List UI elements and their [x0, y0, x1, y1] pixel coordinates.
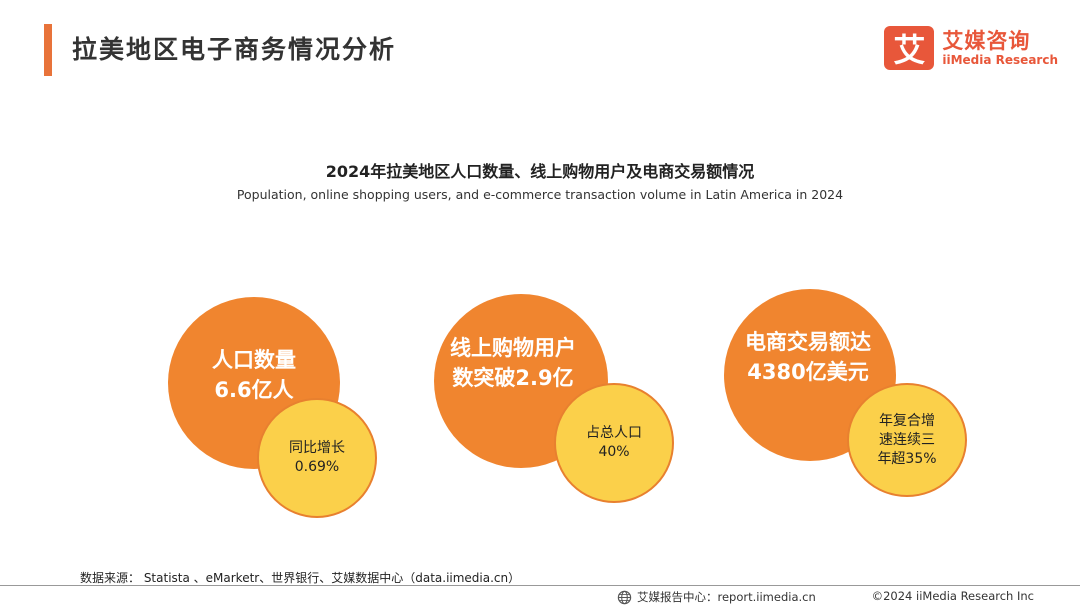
- report-center-link[interactable]: 艾媒报告中心：report.iimedia.cn: [637, 590, 816, 604]
- online-shoppers-label: 线上购物用户: [450, 336, 576, 360]
- population-bubble: 人口数量 6.6亿人: [168, 297, 340, 469]
- shopper-share-label: 占总人口: [586, 425, 642, 441]
- title-accent-bar: [44, 24, 52, 76]
- chart-subtitle: Population, online shopping users, and e…: [236, 187, 844, 202]
- page-title: 拉美地区电子商务情况分析: [72, 35, 397, 64]
- report-center: 艾媒报告中心：report.iimedia.cn: [617, 589, 816, 605]
- iimedia-logo: 艾 艾媒咨询 iiMedia Research: [884, 26, 1058, 70]
- chart-title: 2024年拉美地区人口数量、线上购物用户及电商交易额情况: [325, 162, 755, 181]
- cagr-bubble: 年复合增 速连续三 年超35%: [847, 383, 967, 497]
- globe-icon: [617, 590, 632, 604]
- logo-chinese-name: 艾媒咨询: [942, 28, 1031, 53]
- ecommerce-volume-bubble: 电商交易额达 4380亿美元: [724, 289, 896, 461]
- shopper-share-bubble: 占总人口 40%: [554, 383, 674, 503]
- data-source: 数据来源： Statista 、eMarketr、世界银行、艾媒数据中心（dat…: [80, 571, 521, 585]
- population-growth-value: 0.69%: [294, 459, 340, 475]
- ecommerce-volume-label: 电商交易额达: [745, 330, 871, 354]
- population-growth-label: 同比增长: [289, 440, 345, 456]
- logo-mark: 艾: [884, 26, 935, 70]
- online-shoppers-value: 数突破2.9亿: [452, 366, 574, 390]
- population-label: 人口数量: [212, 348, 296, 372]
- cagr-line-3: 年超35%: [877, 450, 937, 467]
- logo-english-name: iiMedia Research: [942, 52, 1058, 67]
- cagr-line-1: 年复合增: [879, 412, 935, 429]
- population-growth-bubble: 同比增长 0.69%: [257, 398, 377, 518]
- ecommerce-volume-value: 4380亿美元: [747, 360, 869, 384]
- footer-divider: [0, 585, 1080, 586]
- population-value: 6.6亿人: [214, 378, 294, 402]
- cagr-line-2: 速连续三: [879, 431, 935, 448]
- shopper-share-value: 40%: [598, 444, 630, 460]
- logo-text: 艾媒咨询 iiMedia Research: [942, 29, 1058, 68]
- copyright: ©2024 iiMedia Research Inc: [871, 589, 1034, 603]
